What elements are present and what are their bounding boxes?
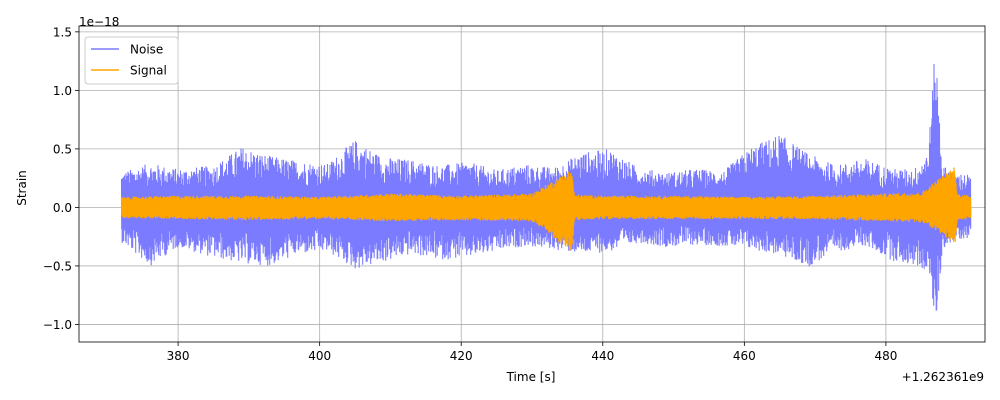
series-layer (120, 63, 972, 311)
y-multiplier-label: 1e−18 (79, 15, 119, 29)
x-tick-label: 380 (167, 349, 190, 363)
x-offset-label: +1.262361e9 (902, 370, 984, 384)
y-tick-label: −0.5 (43, 259, 72, 273)
series-noise (120, 63, 972, 311)
y-tick-label: −1.0 (43, 318, 72, 332)
legend-signal-label: Signal (130, 64, 167, 78)
y-tick-label: 0.5 (53, 142, 72, 156)
x-tick-label: 420 (450, 349, 473, 363)
x-axis-label: Time [s] (506, 370, 556, 384)
series-signal (120, 167, 972, 251)
y-tick-label: 0.0 (53, 201, 72, 215)
tick-labels: 380 400 420 440 460 480 −1.0 −0.5 0.0 0.5 1.0 1.5 (43, 25, 898, 363)
legend: Noise Signal (84, 36, 179, 85)
axes (75, 25, 986, 346)
y-tick-label: 1.5 (53, 25, 72, 39)
x-tick-label: 400 (308, 349, 331, 363)
y-axis-label: Strain (15, 170, 29, 206)
x-tick-label: 480 (874, 349, 897, 363)
x-tick-label: 440 (591, 349, 614, 363)
legend-noise-label: Noise (130, 43, 163, 57)
x-tick-label: 460 (733, 349, 756, 363)
y-tick-label: 1.0 (53, 84, 72, 98)
plot-frame (78, 25, 986, 343)
